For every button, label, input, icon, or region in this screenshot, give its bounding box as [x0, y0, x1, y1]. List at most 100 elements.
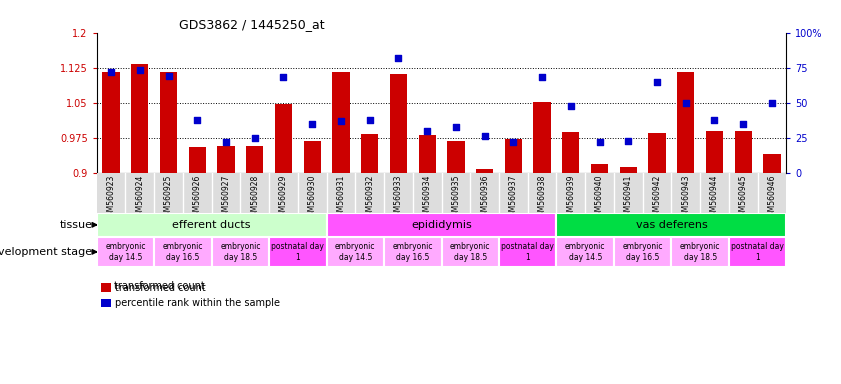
Point	[191, 116, 204, 122]
Point	[506, 139, 520, 145]
Bar	[332, 72, 350, 173]
Bar	[389, 74, 407, 173]
Text: GSM560932: GSM560932	[365, 175, 374, 221]
Bar	[212, 237, 269, 267]
Bar	[188, 147, 206, 173]
Text: GSM560924: GSM560924	[135, 175, 145, 221]
Text: GSM560940: GSM560940	[595, 175, 604, 221]
Bar	[160, 72, 177, 173]
Bar	[97, 213, 326, 237]
Text: embryonic
day 14.5: embryonic day 14.5	[565, 242, 606, 262]
Point	[536, 74, 549, 81]
Text: epididymis: epididymis	[411, 220, 472, 230]
Point	[765, 99, 779, 106]
Bar	[505, 139, 522, 173]
Point	[593, 139, 606, 145]
Point	[621, 137, 635, 144]
Text: GDS3862 / 1445250_at: GDS3862 / 1445250_at	[179, 18, 325, 31]
Bar	[154, 237, 212, 267]
Bar	[447, 141, 464, 173]
Bar	[557, 213, 786, 237]
Bar	[648, 133, 665, 173]
Text: GSM560946: GSM560946	[768, 175, 776, 221]
Bar	[131, 65, 148, 173]
Point	[161, 73, 175, 79]
Text: GSM560944: GSM560944	[710, 175, 719, 221]
Bar	[419, 136, 436, 173]
Text: postnatal day
1: postnatal day 1	[272, 242, 325, 262]
Text: efferent ducts: efferent ducts	[172, 220, 251, 230]
Text: embryonic
day 18.5: embryonic day 18.5	[680, 242, 721, 262]
Text: percentile rank within the sample: percentile rank within the sample	[115, 298, 280, 308]
Text: GSM560943: GSM560943	[681, 175, 690, 221]
Point	[277, 74, 290, 81]
Text: GSM560941: GSM560941	[624, 175, 632, 221]
Bar	[103, 72, 119, 173]
Text: embryonic
day 16.5: embryonic day 16.5	[393, 242, 433, 262]
Bar	[269, 237, 326, 267]
Text: embryonic
day 14.5: embryonic day 14.5	[335, 242, 376, 262]
Bar	[217, 146, 235, 173]
Bar	[557, 237, 614, 267]
Text: postnatal day
1: postnatal day 1	[501, 242, 554, 262]
Text: GSM560935: GSM560935	[452, 175, 460, 221]
Text: tissue: tissue	[60, 220, 93, 230]
Point	[392, 55, 405, 61]
Point	[363, 116, 377, 122]
Text: embryonic
day 18.5: embryonic day 18.5	[220, 242, 261, 262]
Bar	[614, 237, 671, 267]
Text: GSM560933: GSM560933	[394, 175, 403, 221]
Point	[220, 139, 233, 145]
Text: GSM560928: GSM560928	[251, 175, 259, 221]
Bar	[533, 102, 551, 173]
Text: GSM560939: GSM560939	[566, 175, 575, 221]
Text: transformed count: transformed count	[114, 281, 204, 291]
Bar	[275, 104, 292, 173]
Bar	[97, 237, 154, 267]
Text: embryonic
day 14.5: embryonic day 14.5	[105, 242, 145, 262]
Text: embryonic
day 18.5: embryonic day 18.5	[450, 242, 490, 262]
Bar	[361, 134, 378, 173]
Text: embryonic
day 16.5: embryonic day 16.5	[162, 242, 204, 262]
Point	[564, 103, 578, 109]
Bar	[620, 167, 637, 173]
Point	[478, 133, 491, 139]
Point	[305, 121, 319, 127]
Bar	[499, 237, 557, 267]
Point	[334, 118, 347, 124]
Bar	[729, 237, 786, 267]
Point	[104, 69, 118, 75]
Point	[737, 121, 750, 127]
Point	[248, 135, 262, 141]
Text: development stage: development stage	[0, 247, 93, 257]
Text: GSM560923: GSM560923	[107, 175, 115, 221]
Text: GSM560938: GSM560938	[537, 175, 547, 221]
Text: GSM560945: GSM560945	[738, 175, 748, 221]
Point	[420, 127, 434, 134]
Bar	[384, 237, 442, 267]
Bar	[326, 213, 557, 237]
Bar	[326, 237, 384, 267]
Text: GSM560925: GSM560925	[164, 175, 173, 221]
Bar	[246, 146, 263, 173]
Text: postnatal day
1: postnatal day 1	[731, 242, 784, 262]
Text: GSM560931: GSM560931	[336, 175, 346, 221]
Text: GSM560926: GSM560926	[193, 175, 202, 221]
Text: GSM560942: GSM560942	[653, 175, 662, 221]
Bar	[562, 132, 579, 173]
Bar	[304, 141, 320, 173]
Text: GSM560934: GSM560934	[423, 175, 431, 221]
Point	[449, 124, 463, 130]
Point	[679, 99, 692, 106]
Point	[708, 116, 722, 122]
Bar	[476, 169, 493, 173]
Bar	[442, 237, 499, 267]
Point	[650, 79, 664, 85]
Bar	[735, 131, 752, 173]
Text: embryonic
day 16.5: embryonic day 16.5	[622, 242, 663, 262]
Text: GSM560936: GSM560936	[480, 175, 489, 221]
Text: GSM560929: GSM560929	[279, 175, 288, 221]
Text: GSM560927: GSM560927	[221, 175, 230, 221]
Bar	[591, 164, 608, 173]
Bar	[706, 131, 723, 173]
